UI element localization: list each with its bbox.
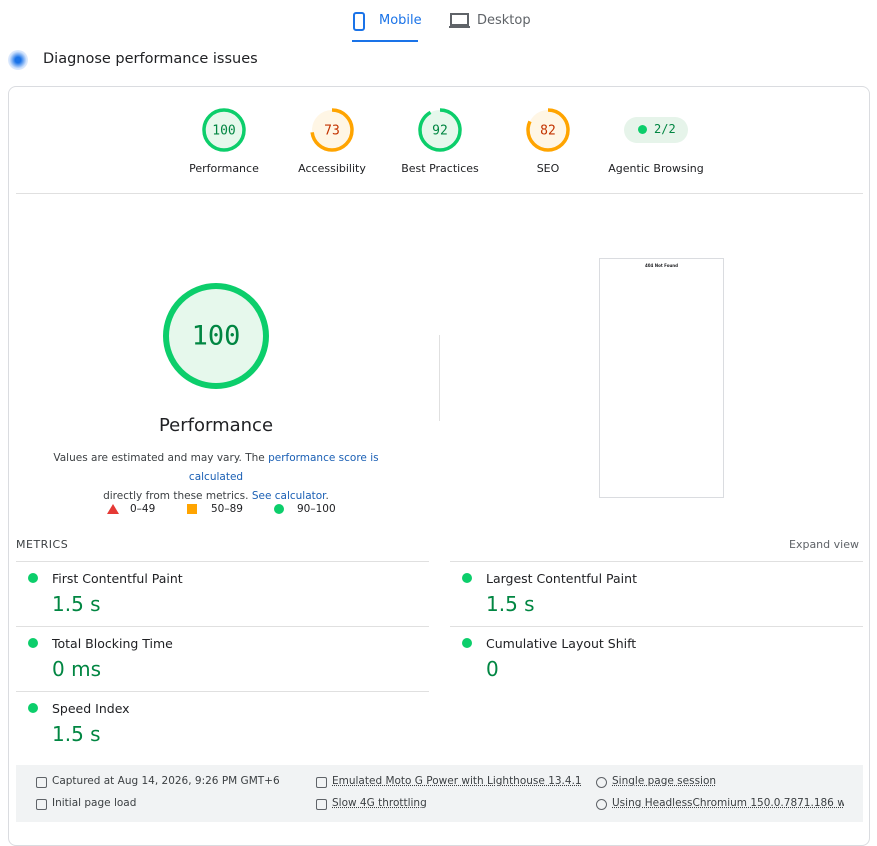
gauge-score: 73 — [324, 124, 340, 139]
gauge-label: SEO — [536, 162, 560, 175]
footer-icon — [36, 777, 47, 788]
gauge-bg — [166, 286, 266, 386]
metric-name: First Contentful Paint — [52, 571, 183, 586]
legend-label: 50–89 — [211, 503, 243, 515]
status-dot — [28, 703, 38, 713]
metric-name: Speed Index — [52, 701, 130, 716]
legend-label: 90–100 — [297, 503, 336, 515]
metrics-label: METRICS — [16, 538, 69, 551]
link[interactable]: performance score is calculated — [188, 452, 379, 483]
status-dot — [462, 638, 472, 648]
metric-value: 0 ms — [52, 657, 101, 681]
legend-fail-icon — [107, 504, 119, 514]
divider — [16, 691, 429, 692]
tab-indicator — [352, 40, 418, 42]
tab-desktop[interactable]: Desktop — [477, 13, 531, 28]
status-dot — [28, 638, 38, 648]
footer-item: Single page session — [612, 775, 717, 787]
divider — [16, 193, 863, 194]
gauge-label: Agentic Browsing — [608, 162, 704, 175]
footer-item: Emulated Moto G Power with Lighthouse 13… — [332, 775, 582, 787]
footer-item: Using HeadlessChromium 150.0.7871.186 wi… — [612, 797, 844, 809]
page: Mobile Desktop Diagnose performance issu… — [8, 12, 870, 846]
divider — [16, 626, 429, 627]
gauge-bg — [420, 110, 460, 150]
footer-icon — [316, 777, 327, 788]
text: Values are estimated and may vary. The — [53, 452, 269, 464]
footer — [16, 765, 863, 822]
footer-item: Captured at Aug 14, 2026, 9:26 PM GMT+6 — [52, 775, 280, 787]
metric-value: 1.5 s — [486, 592, 535, 616]
main-score: 100 — [192, 321, 241, 352]
tab-mobile[interactable]: Mobile — [379, 13, 422, 28]
gauge-label: Performance — [189, 162, 259, 175]
gauge-arc — [418, 108, 462, 152]
gauge-score: 92 — [432, 124, 448, 139]
gauge-label: Best Practices — [401, 162, 479, 175]
gauge-arc — [202, 108, 246, 152]
metric-name: Cumulative Layout Shift — [486, 636, 637, 651]
gauge: 92 — [418, 108, 462, 152]
legend-label: 0–49 — [130, 503, 156, 515]
agentic-pill: 2/2 — [624, 117, 688, 143]
divider — [450, 561, 863, 562]
metric-value: 1.5 s — [52, 592, 101, 616]
main-title: Performance — [158, 415, 274, 436]
screenshot-title: 404 Not Found — [644, 263, 679, 268]
footer-icon — [36, 799, 47, 810]
gauge-score: 82 — [540, 124, 556, 139]
footer-item: Slow 4G throttling — [332, 797, 427, 809]
text: . — [325, 490, 329, 502]
desktop-icon — [449, 13, 471, 33]
metric-value: 0 — [486, 657, 499, 681]
screenshot: 404 Not Found — [599, 258, 724, 498]
section-title: Diagnose performance issues — [43, 51, 258, 67]
footer-icon — [596, 799, 607, 810]
divider — [450, 626, 863, 627]
gauge: 100 — [202, 108, 246, 152]
footer-icon — [596, 777, 607, 788]
main-gauge: 100 — [163, 283, 269, 389]
agentic-score: 2/2 — [654, 122, 676, 136]
description: Values are estimated and may vary. The p… — [36, 449, 396, 506]
status-dot — [28, 573, 38, 583]
gauge-bg — [528, 110, 568, 150]
gauge-arc — [310, 108, 354, 152]
gauge-label: Accessibility — [298, 162, 366, 175]
status-dot — [462, 573, 472, 583]
text: directly from these metrics. — [103, 490, 252, 502]
divider — [16, 561, 429, 562]
footer-icon — [316, 799, 327, 810]
separator — [439, 335, 440, 421]
gauge: 82 — [526, 108, 570, 152]
gauge-bg — [312, 110, 352, 150]
metric-value: 1.5 s — [52, 722, 101, 746]
gauge-arc — [526, 108, 570, 152]
legend-average-icon — [187, 504, 197, 514]
expand-view[interactable]: Expand view — [789, 538, 859, 551]
mobile-icon — [352, 12, 366, 36]
gauge-arc — [163, 283, 269, 389]
metric-name: Largest Contentful Paint — [486, 571, 637, 586]
gauge-score: 100 — [212, 124, 235, 139]
diagnose-icon — [8, 50, 28, 70]
gauge: 73 — [310, 108, 354, 152]
footer-item: Initial page load — [52, 797, 137, 809]
gauge-bg — [204, 110, 244, 150]
metric-name: Total Blocking Time — [52, 636, 173, 651]
link[interactable]: See calculator — [251, 490, 326, 502]
legend-pass-icon — [274, 504, 284, 514]
agentic-dot — [638, 125, 647, 134]
